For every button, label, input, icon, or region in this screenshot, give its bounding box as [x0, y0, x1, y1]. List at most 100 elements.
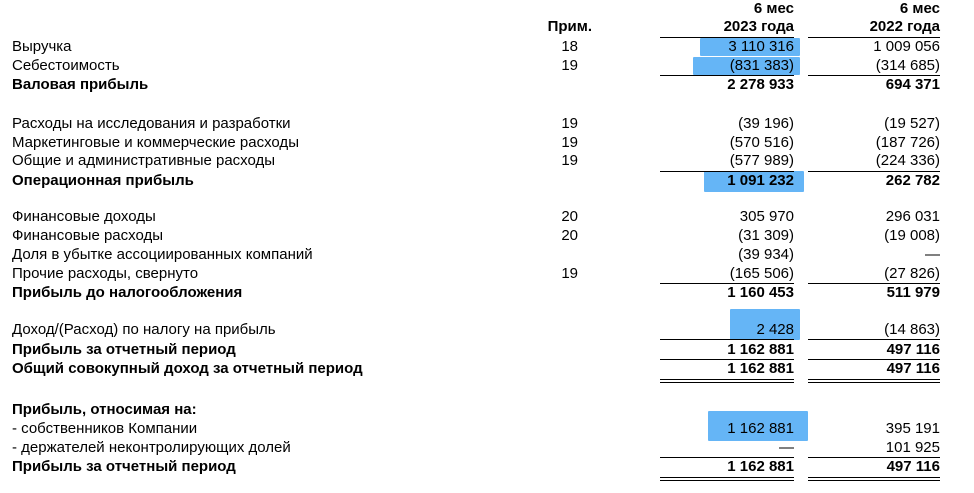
- column-header-2023: 6 мес 2023 года: [660, 0, 794, 36]
- row-label: Прибыль за отчетный период: [12, 341, 236, 358]
- column-header-2022-line2: 2022 года: [869, 18, 940, 35]
- subtotal-line-2023: [660, 359, 794, 360]
- row-label: Выручка: [12, 38, 72, 55]
- row-value-2023: (570 516): [729, 134, 794, 151]
- row-value-2023: (831 383): [729, 57, 794, 74]
- subtotal-line-2022: [808, 171, 940, 172]
- row-value-2022: (27 826): [884, 265, 940, 282]
- table-row: Себестоимость 19 (831 383) (314 685): [0, 57, 974, 75]
- table-row-operating-profit: Операционная прибыль 1 091 232 262 782: [0, 172, 974, 190]
- subtotal-line-2022: [808, 283, 940, 284]
- row-value-2022: 511 979: [886, 284, 940, 301]
- row-value-2022: (187 726): [875, 134, 940, 151]
- total-double-line-2023: [660, 477, 794, 481]
- column-header-2023-line1: 6 мес: [753, 0, 794, 17]
- table-row: Расходы на исследования и разработки 19 …: [0, 115, 974, 133]
- subtotal-line-2023: [660, 75, 794, 76]
- row-value-2022: 1 009 056: [873, 38, 940, 55]
- row-value-2023: (39 196): [738, 115, 794, 132]
- table-row: Общие и административные расходы 19 (577…: [0, 152, 974, 170]
- row-label: - держателей неконтролирующих долей: [12, 439, 291, 456]
- table-row-period-profit: Прибыль за отчетный период 1 162 881 497…: [0, 341, 974, 359]
- highlight-operating-profit: [704, 171, 804, 192]
- row-note: 19: [561, 134, 578, 151]
- row-label: - собственников Компании: [12, 420, 198, 437]
- highlight-revenue: [700, 38, 800, 56]
- row-label: Прибыль за отчетный период: [12, 458, 236, 475]
- row-label: Прибыль, относимая на:: [12, 401, 197, 418]
- row-value-2022: (19 008): [884, 227, 940, 244]
- row-value-2022: 497 116: [886, 458, 940, 475]
- row-note: 19: [561, 57, 578, 74]
- row-note: 19: [561, 115, 578, 132]
- row-value-2023: —: [779, 439, 794, 456]
- row-label: Расходы на исследования и разработки: [12, 115, 291, 132]
- subtotal-line-2023: [660, 339, 794, 340]
- table-row: Доля в убытке ассоциированных компаний (…: [0, 246, 974, 264]
- total-double-line-2022: [808, 379, 940, 383]
- row-value-2022: (314 685): [875, 57, 940, 74]
- table-row-gross-profit: Валовая прибыль 2 278 933 694 371: [0, 76, 974, 94]
- table-row-attributable-header: Прибыль, относимая на:: [0, 401, 974, 419]
- column-header-note: Прим.: [547, 18, 592, 35]
- row-label: Доход/(Расход) по налогу на прибыль: [12, 321, 276, 338]
- row-label: Общие и административные расходы: [12, 152, 276, 169]
- table-row: Прочие расходы, свернуто 19 (165 506) (2…: [0, 265, 974, 283]
- column-header-2022-line1: 6 мес: [899, 0, 940, 17]
- row-value-2023: 2 428: [756, 321, 794, 338]
- row-value-2022: 497 116: [886, 341, 940, 358]
- header-underline-2023: [660, 37, 794, 38]
- row-value-2022: 101 925: [885, 439, 940, 456]
- row-value-2023: 1 162 881: [727, 341, 794, 358]
- row-value-2022: (14 863): [884, 321, 940, 338]
- row-label: Маркетинговые и коммерческие расходы: [12, 134, 299, 151]
- row-label: Прочие расходы, свернуто: [12, 265, 199, 282]
- row-label: Прибыль до налогообложения: [12, 284, 243, 301]
- table-row-period-profit-total: Прибыль за отчетный период 1 162 881 497…: [0, 458, 974, 476]
- subtotal-line-2022: [808, 359, 940, 360]
- row-value-2022: 497 116: [886, 360, 940, 377]
- subtotal-line-2023: [660, 171, 794, 172]
- row-label: Операционная прибыль: [12, 172, 194, 189]
- table-row-pretax-profit: Прибыль до налогообложения 1 160 453 511…: [0, 284, 974, 302]
- row-value-2023: 1 162 881: [727, 458, 794, 475]
- row-label: Общий совокупный доход за отчетный перио…: [12, 360, 363, 377]
- table-row: Маркетинговые и коммерческие расходы 19 …: [0, 134, 974, 152]
- row-value-2023: 1 162 881: [727, 360, 794, 377]
- column-header-2023-line2: 2023 года: [723, 18, 794, 35]
- row-value-2023: (31 309): [738, 227, 794, 244]
- row-label: Финансовые расходы: [12, 227, 164, 244]
- row-value-2022: (19 527): [884, 115, 940, 132]
- row-note: 18: [561, 38, 578, 55]
- row-value-2022: 296 031: [885, 208, 940, 225]
- row-label: Себестоимость: [12, 57, 120, 74]
- total-double-line-2022: [808, 477, 940, 481]
- row-value-2023: 2 278 933: [727, 76, 794, 93]
- row-value-2023: 1 160 453: [727, 284, 794, 301]
- row-value-2022: (224 336): [875, 152, 940, 169]
- table-row: Финансовые доходы 20 305 970 296 031: [0, 208, 974, 226]
- row-note: 19: [561, 265, 578, 282]
- highlight-cost: [693, 57, 800, 75]
- header-underline-2022: [808, 37, 940, 38]
- table-row: Выручка 18 3 110 316 1 009 056: [0, 38, 974, 56]
- row-value-2023: (165 506): [729, 265, 794, 282]
- row-value-2022: —: [925, 246, 940, 263]
- row-label: Финансовые доходы: [12, 208, 156, 225]
- row-value-2022: 395 191: [885, 420, 940, 437]
- subtotal-line-2022: [808, 457, 940, 458]
- row-note: 20: [561, 227, 578, 244]
- subtotal-line-2022: [808, 75, 940, 76]
- highlight-owners-profit: [708, 411, 808, 441]
- subtotal-line-2023: [660, 283, 794, 284]
- table-row: Финансовые расходы 20 (31 309) (19 008): [0, 227, 974, 245]
- row-value-2023: 1 162 881: [727, 420, 794, 437]
- row-value-2023: 305 970: [739, 208, 794, 225]
- row-value-2022: 262 782: [885, 172, 940, 189]
- row-value-2023: 3 110 316: [728, 38, 794, 55]
- row-value-2023: (577 989): [729, 152, 794, 169]
- row-note: 20: [561, 208, 578, 225]
- table-row: - собственников Компании 1 162 881 395 1…: [0, 420, 974, 438]
- highlight-tax: [730, 309, 800, 340]
- subtotal-line-2022: [808, 339, 940, 340]
